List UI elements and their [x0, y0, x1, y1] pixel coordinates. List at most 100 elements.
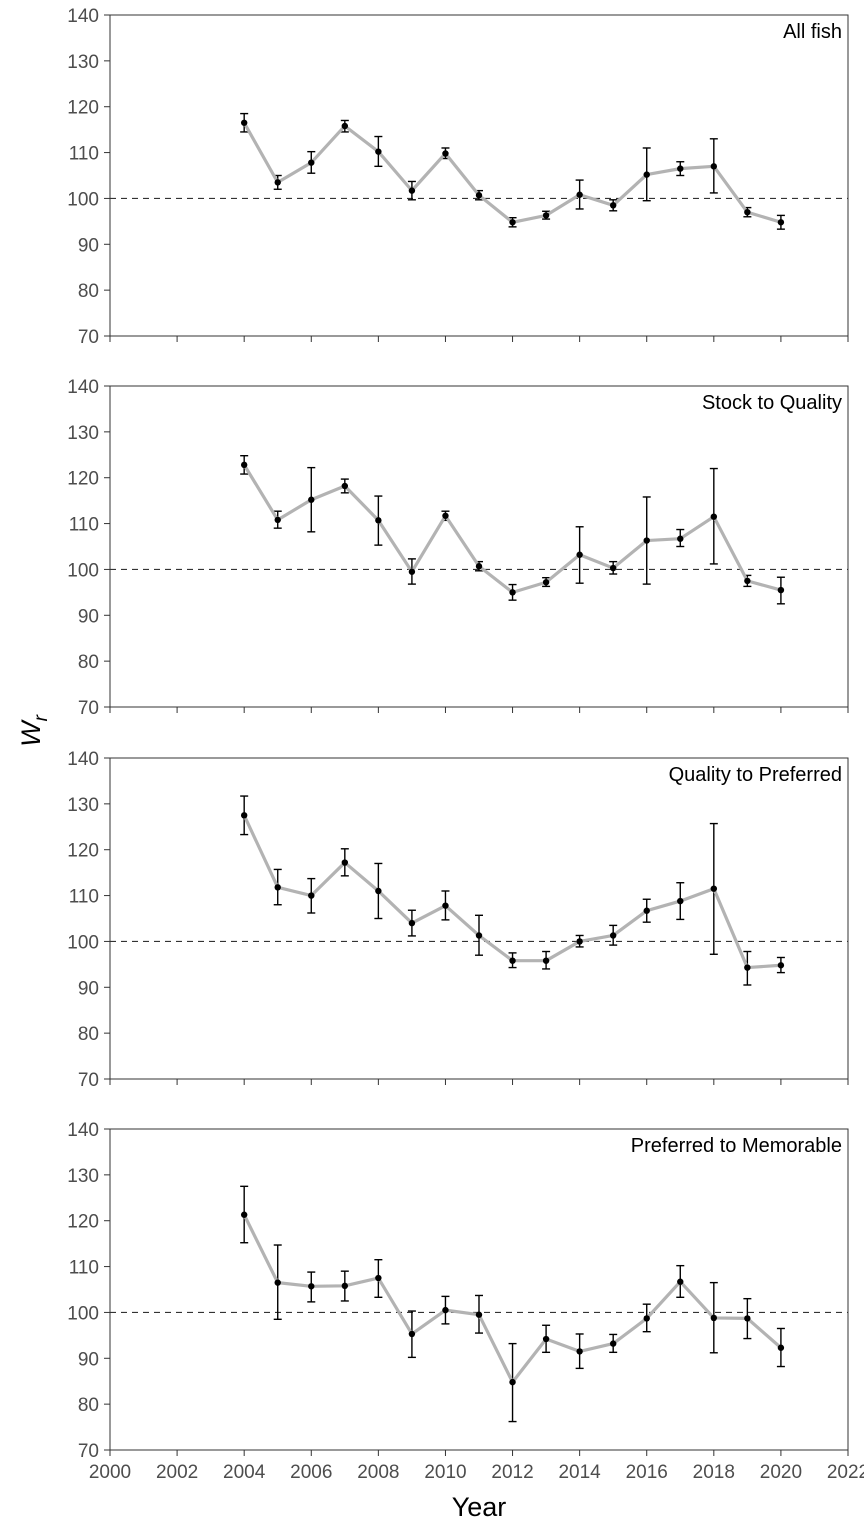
series-line [242, 464, 782, 594]
data-point [576, 191, 583, 198]
x-tick-label: 2022 [827, 1462, 864, 1483]
data-point [643, 1315, 650, 1322]
y-tick-label: 100 [67, 560, 99, 581]
y-tick-label: 90 [78, 606, 99, 627]
x-axis-title: Year [452, 1492, 507, 1522]
y-tick-label: 140 [67, 749, 99, 770]
y-tick-label: 80 [78, 1024, 99, 1045]
data-point [341, 122, 349, 130]
data-point [475, 563, 483, 570]
data-point [677, 897, 684, 905]
series-line [242, 121, 782, 224]
x-tick-label: 2002 [156, 1462, 198, 1483]
data-point [542, 957, 550, 964]
y-tick-label: 100 [67, 1303, 99, 1324]
data-point [677, 1278, 684, 1285]
data-point [777, 962, 785, 969]
data-point [509, 589, 516, 596]
panel-3: 70 80 90 100 110 120 130 140 Quality to Preferre… [67, 749, 849, 1091]
data-point [609, 564, 617, 572]
data-point [710, 1314, 718, 1322]
data-point [408, 187, 416, 194]
y-tick-label: 70 [78, 698, 99, 719]
data-point [710, 513, 718, 520]
y-axis-title-main: W [16, 719, 46, 747]
data-point [442, 512, 449, 519]
panel-label: Quality to Preferred [669, 764, 842, 786]
y-tick-label: 90 [78, 978, 99, 999]
data-point [777, 219, 785, 226]
data-point [542, 1335, 550, 1343]
data-point [442, 1306, 449, 1314]
panel-1: 70 80 90 100 110 120 130 140 All fish [67, 6, 849, 348]
data-point [308, 892, 315, 899]
data-point [509, 957, 516, 964]
data-point [677, 535, 684, 542]
y-tick-label: 90 [78, 1349, 99, 1370]
panel-label: Preferred to Memorable [631, 1135, 842, 1157]
data-point [408, 919, 416, 927]
panel-frame [109, 14, 849, 337]
y-tick-label: 100 [67, 189, 99, 210]
y-tick-label: 140 [67, 1120, 99, 1141]
y-tick-label: 130 [67, 423, 99, 444]
x-tick-label: 2008 [357, 1462, 399, 1483]
data-point [475, 1311, 483, 1318]
data-point [240, 461, 248, 469]
x-tick-label: 2012 [491, 1462, 533, 1483]
data-point [710, 885, 718, 892]
y-tick-label: 120 [67, 469, 99, 490]
data-point [442, 150, 449, 157]
data-point [308, 159, 315, 166]
data-point [509, 1378, 516, 1386]
y-tick-label: 140 [67, 6, 99, 27]
panel-label: Stock to Quality [702, 392, 842, 414]
chart-panels: 70 80 90 100 110 120 130 140 All fish 70 80 90 100 11… [67, 6, 849, 1462]
data-point [341, 1282, 349, 1290]
data-point [710, 163, 718, 170]
data-point [576, 938, 583, 945]
x-tick-label: 2006 [290, 1462, 332, 1483]
data-point [744, 964, 751, 971]
y-tick-label: 120 [67, 841, 99, 862]
panel-frame [109, 385, 849, 708]
x-tick-label: 2020 [760, 1462, 802, 1483]
y-tick-label: 130 [67, 795, 99, 816]
y-tick-label: 110 [69, 1258, 99, 1279]
data-point [375, 517, 382, 524]
y-tick-label: 110 [69, 515, 99, 536]
y-tick-label: 130 [67, 1166, 99, 1187]
data-point [542, 579, 550, 586]
data-point [408, 568, 416, 575]
data-point [509, 219, 516, 226]
y-tick-label: 110 [69, 887, 99, 908]
y-tick-label: 140 [67, 377, 99, 398]
data-point [375, 1274, 382, 1282]
panel-label: All fish [783, 21, 842, 43]
data-point [240, 812, 248, 819]
x-tick-label: 2014 [558, 1462, 601, 1483]
y-tick-label: 130 [67, 52, 99, 73]
x-tick-label: 2010 [424, 1462, 466, 1483]
y-tick-label: 100 [67, 932, 99, 953]
y-axis-title-subscript: r [31, 714, 52, 721]
panel-frame [109, 757, 849, 1080]
panel-2: 70 80 90 100 110 120 130 140 Stock to Quality [67, 377, 849, 719]
x-axis-tick-labels: 2000 2002 2004 2006 2008 2010 2012 2014 2016 2018… [89, 1462, 864, 1483]
data-point [576, 1348, 583, 1355]
data-point [677, 165, 684, 172]
y-tick-label: 70 [78, 327, 99, 348]
panel-4: 70 80 90 100 110 120 130 140 Preferred to Memora… [67, 1120, 849, 1462]
x-tick-label: 2016 [626, 1462, 668, 1483]
data-point [375, 148, 382, 155]
data-point [308, 1283, 315, 1290]
data-point [475, 932, 483, 939]
y-tick-label: 80 [78, 1395, 99, 1416]
data-point [744, 1315, 751, 1322]
y-tick-label: 90 [78, 235, 99, 256]
y-tick-label: 70 [78, 1070, 99, 1091]
data-point [274, 179, 281, 186]
y-axis-title: Wr [16, 714, 52, 746]
data-point [341, 859, 349, 866]
